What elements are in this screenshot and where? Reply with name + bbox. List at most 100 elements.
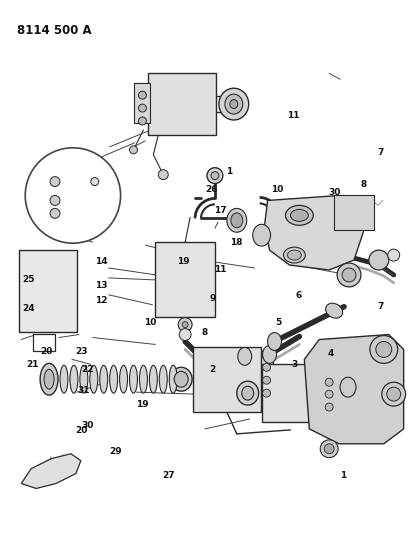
Text: 13: 13 — [95, 280, 108, 289]
Circle shape — [211, 172, 219, 180]
Circle shape — [376, 342, 392, 358]
Bar — [323, 372, 335, 414]
Text: 8: 8 — [201, 328, 208, 337]
Circle shape — [263, 376, 270, 384]
Circle shape — [91, 177, 99, 185]
Bar — [261, 358, 272, 402]
Text: 27: 27 — [163, 471, 175, 480]
Polygon shape — [304, 335, 404, 444]
Ellipse shape — [44, 369, 54, 389]
Ellipse shape — [253, 224, 270, 246]
Polygon shape — [21, 454, 81, 488]
Text: 8114 500 A: 8114 500 A — [17, 23, 92, 37]
Text: 18: 18 — [230, 238, 242, 247]
Ellipse shape — [129, 365, 137, 393]
Text: 29: 29 — [110, 447, 122, 456]
Text: 23: 23 — [75, 346, 88, 356]
Circle shape — [182, 321, 188, 328]
Text: 19: 19 — [136, 400, 149, 409]
Text: 16: 16 — [91, 220, 104, 229]
Text: 5: 5 — [275, 318, 281, 327]
Ellipse shape — [159, 365, 167, 393]
Polygon shape — [265, 196, 364, 270]
Circle shape — [342, 268, 356, 282]
Text: 20: 20 — [75, 426, 87, 435]
Circle shape — [263, 389, 270, 397]
Circle shape — [179, 328, 191, 341]
Circle shape — [25, 148, 120, 243]
Ellipse shape — [225, 94, 243, 114]
Bar — [19, 250, 77, 332]
Circle shape — [139, 104, 146, 112]
Text: 4: 4 — [328, 349, 334, 358]
Ellipse shape — [231, 213, 243, 228]
Text: 2: 2 — [210, 365, 216, 374]
Ellipse shape — [291, 209, 308, 221]
Ellipse shape — [219, 88, 249, 120]
Circle shape — [263, 364, 270, 372]
Ellipse shape — [170, 367, 192, 391]
Text: 30: 30 — [81, 421, 93, 430]
Circle shape — [369, 250, 389, 270]
Ellipse shape — [230, 100, 238, 109]
Circle shape — [129, 146, 137, 154]
Ellipse shape — [100, 365, 108, 393]
Circle shape — [382, 382, 406, 406]
Bar — [155, 242, 215, 317]
Ellipse shape — [80, 365, 88, 393]
Text: 6: 6 — [296, 291, 302, 300]
Ellipse shape — [169, 365, 177, 393]
Ellipse shape — [326, 303, 343, 318]
Ellipse shape — [120, 365, 127, 393]
Bar — [134, 83, 150, 123]
Text: 11: 11 — [214, 265, 226, 273]
Text: 17: 17 — [214, 206, 226, 215]
Circle shape — [139, 117, 146, 125]
Ellipse shape — [174, 372, 188, 387]
Text: 1: 1 — [340, 471, 346, 480]
Ellipse shape — [286, 205, 313, 225]
Ellipse shape — [139, 365, 148, 393]
Text: 20: 20 — [40, 346, 53, 356]
Ellipse shape — [284, 247, 305, 263]
Circle shape — [325, 390, 333, 398]
Bar — [193, 348, 261, 412]
Ellipse shape — [263, 345, 277, 364]
Text: 26: 26 — [206, 185, 218, 194]
Text: 15: 15 — [58, 228, 71, 237]
Text: 10: 10 — [271, 185, 283, 194]
Ellipse shape — [90, 365, 98, 393]
Ellipse shape — [110, 365, 118, 393]
Text: 30: 30 — [328, 188, 340, 197]
Circle shape — [325, 403, 333, 411]
Bar — [148, 74, 216, 135]
Ellipse shape — [70, 365, 78, 393]
Ellipse shape — [40, 364, 58, 395]
Circle shape — [207, 168, 223, 183]
Ellipse shape — [340, 377, 356, 397]
Circle shape — [387, 387, 401, 401]
Text: 10: 10 — [144, 318, 157, 327]
Circle shape — [370, 336, 398, 364]
Circle shape — [324, 444, 334, 454]
Text: 9: 9 — [210, 294, 216, 303]
Circle shape — [325, 378, 333, 386]
Text: 24: 24 — [22, 304, 35, 313]
Ellipse shape — [238, 348, 252, 365]
Text: 20: 20 — [40, 378, 53, 387]
Bar — [334, 196, 374, 230]
Circle shape — [320, 440, 338, 458]
Text: 31: 31 — [77, 386, 90, 395]
Circle shape — [337, 263, 361, 287]
Text: 11: 11 — [287, 111, 300, 120]
Bar — [262, 365, 323, 422]
Text: 28: 28 — [77, 156, 90, 165]
Ellipse shape — [60, 365, 68, 393]
Text: 14: 14 — [95, 257, 108, 266]
Text: 12: 12 — [95, 296, 108, 305]
Text: 1: 1 — [226, 167, 232, 176]
Text: 7: 7 — [377, 148, 383, 157]
Bar — [33, 334, 55, 351]
Ellipse shape — [227, 208, 247, 232]
Circle shape — [388, 249, 399, 261]
